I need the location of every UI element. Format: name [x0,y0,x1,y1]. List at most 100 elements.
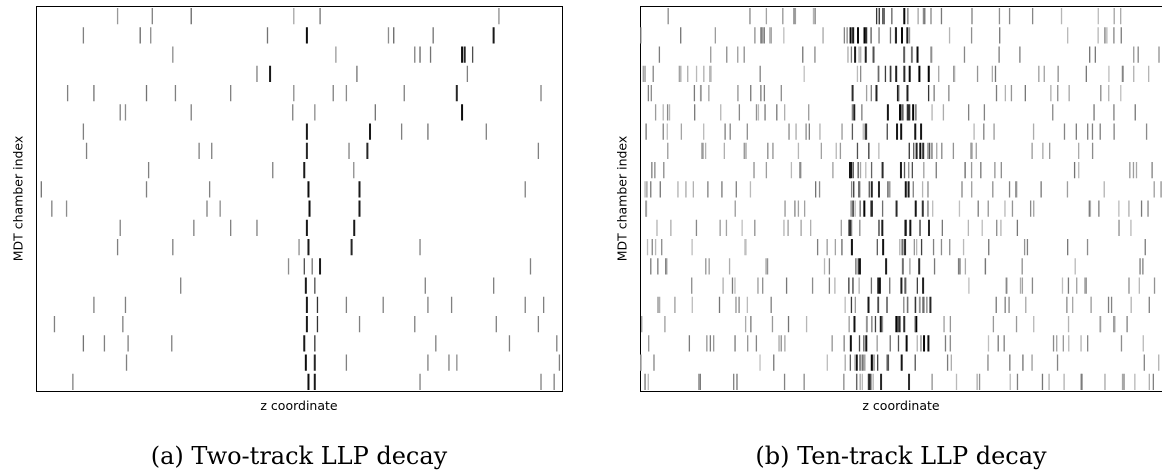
hit-mark [335,46,337,63]
hit-mark [808,104,810,121]
hit-mark [908,65,911,82]
hit-mark [119,104,121,121]
hit-mark [691,296,693,313]
hit-mark [765,258,767,275]
hit-mark [765,162,768,179]
hit-mark [314,277,316,294]
hit-mark [976,65,979,82]
hit-mark [650,258,652,275]
hit-mark [1113,8,1115,25]
hit-mark [826,239,828,256]
hit-mark [975,142,977,159]
hit-mark [927,85,930,102]
hit-mark [1060,8,1063,25]
hit-mark [953,65,956,82]
hit-mark [878,277,881,294]
hit-mark [1110,296,1113,313]
hit-mark [857,258,859,275]
hit-mark [896,123,899,140]
hit-mark [680,123,683,140]
hit-mark [895,27,898,44]
hit-mark [419,373,421,390]
hit-mark [971,142,973,159]
hit-mark [529,258,532,275]
hit-mark [876,239,878,256]
hit-mark [139,27,141,44]
hit-mark [900,104,903,121]
hit-mark [1066,181,1069,198]
hit-mark [915,316,918,333]
hit-mark [1029,200,1032,217]
hit-mark [348,142,350,159]
hit-mark [808,123,810,140]
hit-mark [1147,200,1149,217]
hit-mark [907,181,910,198]
hit-mark [848,277,850,294]
hit-mark [1026,239,1029,256]
hit-mark [366,142,369,159]
hit-mark [654,239,657,256]
hit-mark [908,373,911,390]
hit-mark [466,65,469,82]
hit-mark [307,239,310,256]
hit-mark [889,181,891,198]
hit-mark [145,85,148,102]
hit-mark [744,239,746,256]
hit-mark [1068,85,1070,102]
hit-mark [900,354,903,371]
hit-mark [680,27,682,44]
hit-mark [927,200,929,217]
hit-mark [190,104,192,121]
hit-mark [922,142,925,159]
hit-mark [850,46,853,63]
hit-mark [658,296,661,313]
hit-mark [832,162,834,179]
hit-mark [1038,65,1040,82]
hit-mark [1033,200,1035,217]
hit-mark [873,354,875,371]
hit-mark [914,200,917,217]
hit-mark [662,123,664,140]
hit-mark [1021,277,1024,294]
hit-mark [853,316,856,333]
hit-mark [287,258,290,275]
hit-mark [868,373,871,390]
hit-mark [353,219,356,236]
hit-mark [906,85,909,102]
hit-mark [1004,85,1007,102]
hit-mark [65,200,68,217]
hit-mark [471,46,474,63]
hit-mark [757,277,759,294]
hit-mark [1081,373,1083,390]
hit-mark [746,296,749,313]
hit-mark [903,316,906,333]
hit-mark [860,46,862,63]
hit-mark [761,27,763,44]
hit-mark [923,296,925,313]
hit-mark [949,335,952,352]
hit-mark [650,181,652,198]
hit-mark [722,277,724,294]
hit-mark [918,65,921,82]
hit-mark [703,65,705,82]
hit-mark [556,335,558,352]
hit-mark [889,27,892,44]
hit-mark [904,181,907,198]
hit-mark [882,8,884,25]
hit-mark [877,277,880,294]
hit-mark [1052,104,1054,121]
hit-mark [933,258,936,275]
hit-mark [787,316,790,333]
hit-mark [790,162,793,179]
hit-mark [885,258,888,275]
hit-mark [734,200,736,217]
hit-mark [865,335,868,352]
hit-mark [644,65,646,82]
hit-mark [1025,296,1027,313]
hit-mark [651,239,653,256]
hit-mark [172,46,174,63]
hit-mark [353,162,355,179]
hit-mark [734,335,736,352]
hit-mark [266,27,269,44]
hit-mark [935,162,937,179]
